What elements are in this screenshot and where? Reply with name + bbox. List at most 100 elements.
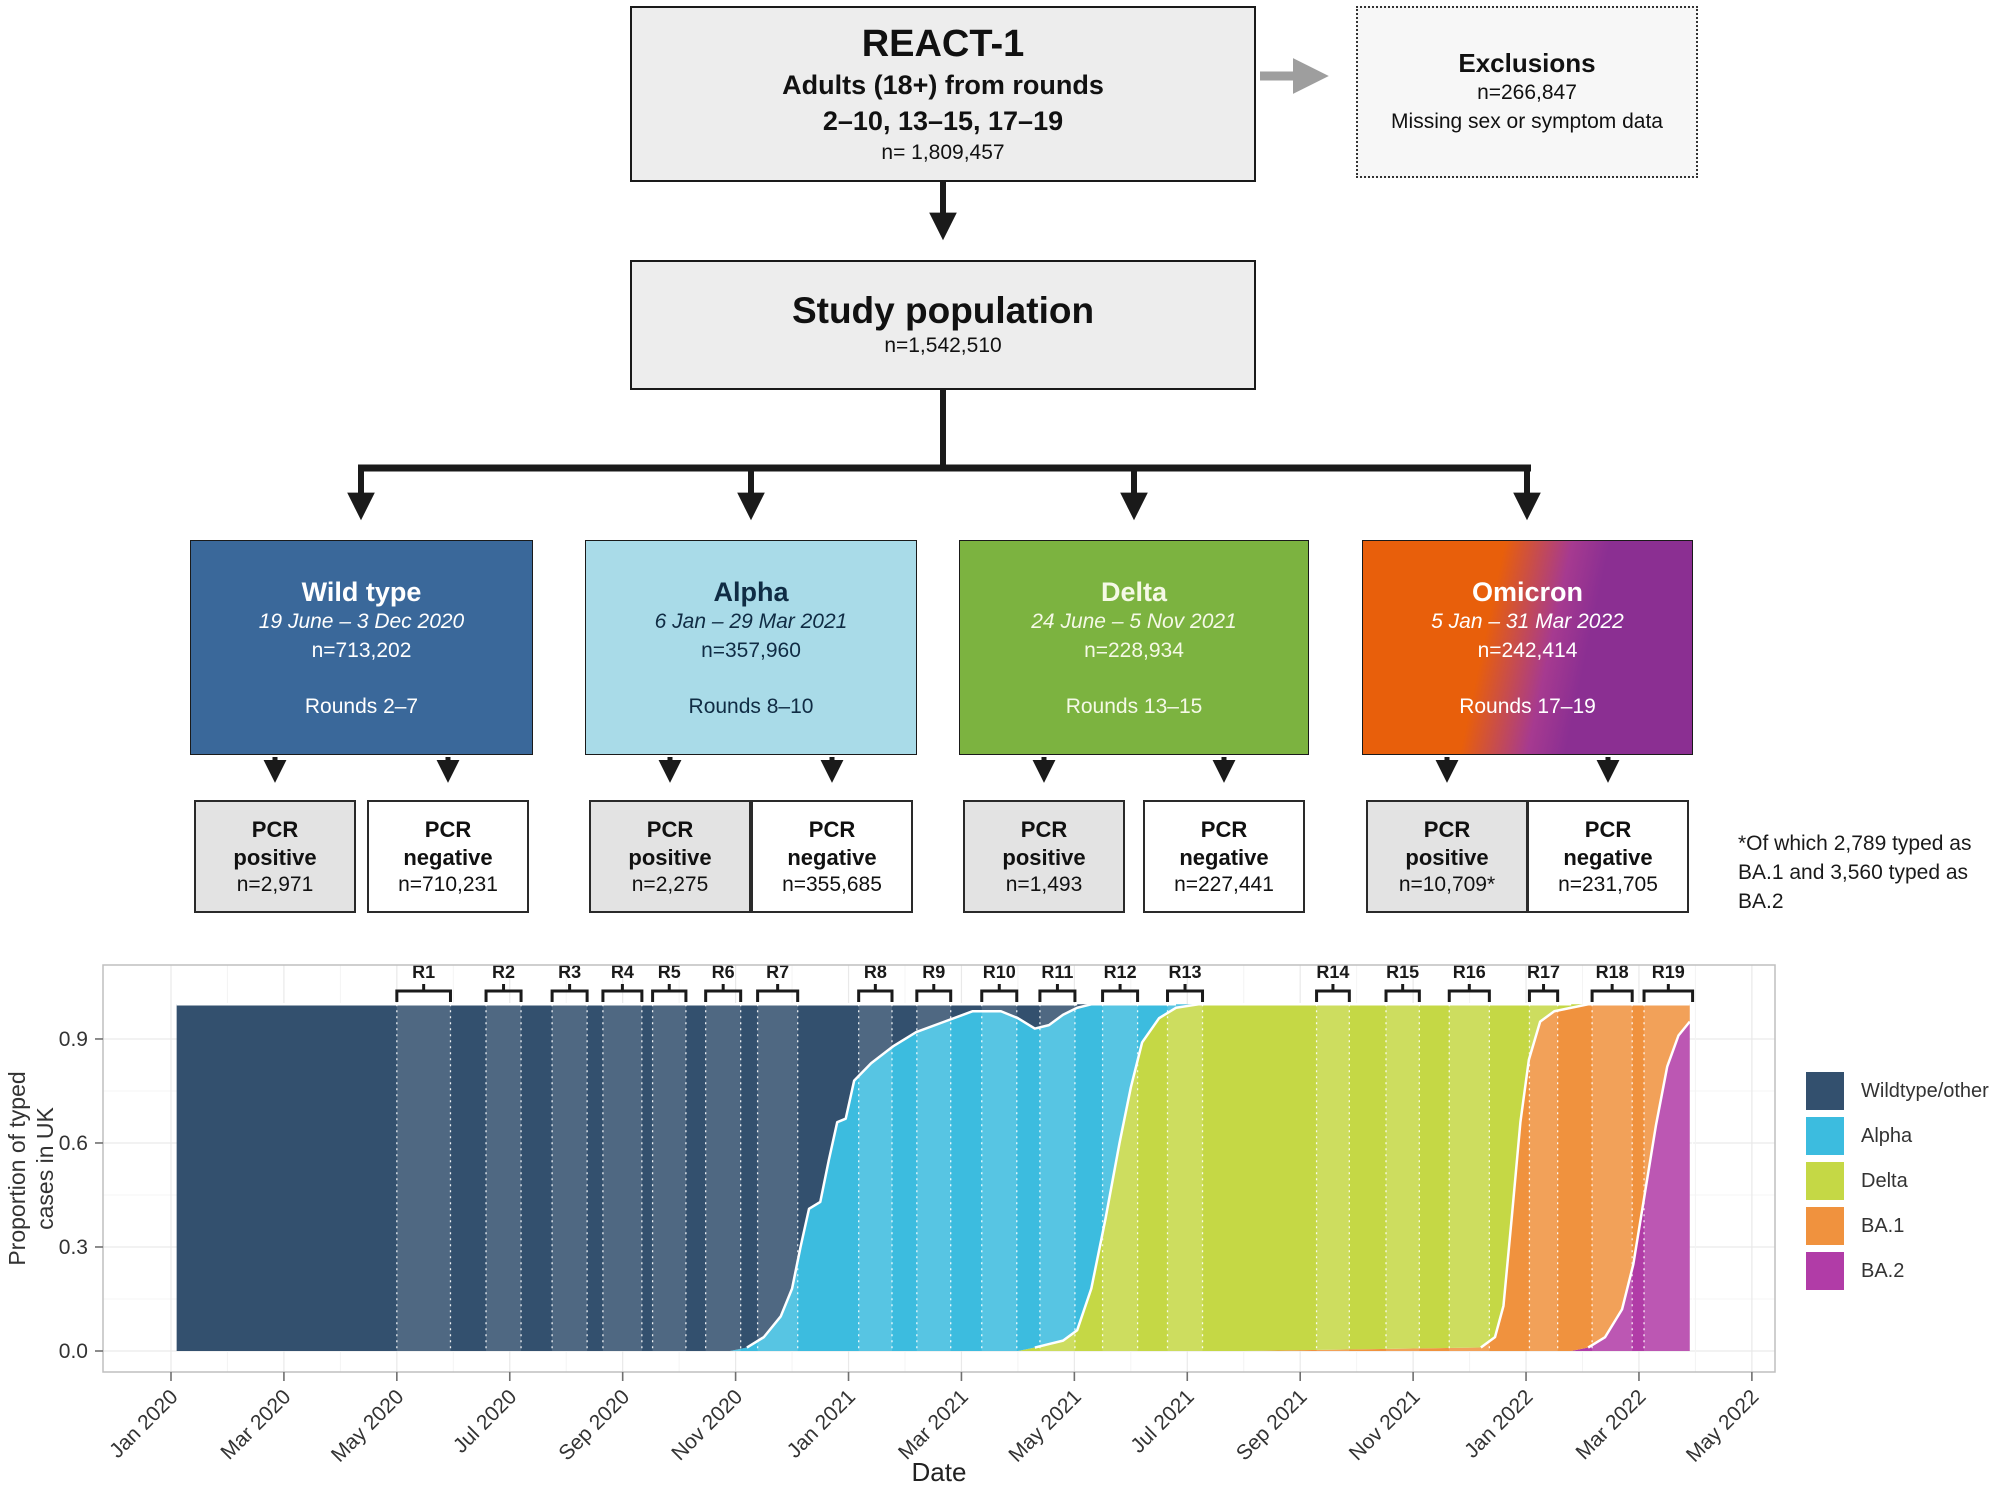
pcr-n: n=355,685 (782, 873, 882, 896)
round-label: R19 (1652, 962, 1685, 982)
legend-label: BA.2 (1861, 1259, 1905, 1282)
y-axis-title: cases in UK (32, 1106, 58, 1229)
round-label: R5 (658, 962, 681, 982)
chart-legend: Wildtype/other Alpha Delta BA.1 BA.2 (1806, 1072, 1989, 1297)
x-tick-label: May 2021 (1004, 1385, 1085, 1466)
pcr-n: n=231,705 (1558, 873, 1658, 896)
source-title: REACT-1 (861, 22, 1025, 65)
legend-label: Wildtype/other (1861, 1079, 1989, 1102)
study-population-box: Study population n=1,542,510 (630, 260, 1256, 390)
x-tick-label: May 2020 (327, 1385, 408, 1466)
variant-dates: 24 June – 5 Nov 2021 (1031, 610, 1237, 634)
y-tick-label: 0.0 (59, 1340, 88, 1363)
variant-n: n=242,414 (1477, 638, 1578, 662)
round-label: R18 (1596, 962, 1629, 982)
round-label: R11 (1041, 962, 1073, 982)
source-n: n= 1,809,457 (881, 140, 1005, 164)
study-title: Study population (791, 289, 1095, 331)
variant-rounds: Rounds 17–19 (1459, 695, 1596, 719)
pcr-label: PCR positive (628, 817, 712, 870)
study-n: n=1,542,510 (884, 333, 1002, 357)
pcr-positive-omicron: PCR positive n=10,709* (1366, 800, 1528, 913)
area-BA.1 (176, 1004, 1690, 1351)
variant-rounds: Rounds 8–10 (688, 695, 814, 719)
x-tick-label: Jul 2020 (449, 1385, 521, 1457)
variant-box-wild-type: Wild type 19 June – 3 Dec 2020 n=713,202… (190, 540, 533, 755)
legend-item: Delta (1806, 1162, 1989, 1200)
pcr-negative-delta: PCR negative n=227,441 (1143, 800, 1305, 913)
variant-share-chart: R1 R2 R3 R4 R5 R6 R7 R8 R9 R10 R11 R12 R13 R14 R15 R16 R… (4, 962, 1776, 1487)
legend-swatch-alpha (1806, 1117, 1844, 1155)
variant-n: n=713,202 (311, 638, 412, 662)
pcr-label: PCR positive (1405, 817, 1489, 870)
y-tick-label: 0.6 (59, 1132, 88, 1155)
legend-swatch-ba1 (1806, 1207, 1844, 1245)
legend-swatch-ba2 (1806, 1252, 1844, 1290)
variant-title: Omicron (1471, 576, 1584, 607)
round-label: R4 (611, 962, 634, 982)
round-label: R14 (1316, 962, 1349, 982)
pcr-n: n=10,709* (1398, 873, 1496, 896)
x-axis-title: Date (912, 1457, 967, 1487)
round-label: R17 (1527, 962, 1560, 982)
exclusions-detail: Missing sex or symptom data (1391, 109, 1663, 133)
pcr-label: PCR negative (403, 817, 493, 870)
legend-label: Alpha (1861, 1124, 1913, 1147)
legend-item: Alpha (1806, 1117, 1989, 1155)
x-tick-label: May 2022 (1682, 1385, 1763, 1466)
ba-typing-footnote: *Of which 2,789 typed as BA.1 and 3,560 … (1738, 832, 1972, 913)
legend-label: BA.1 (1861, 1214, 1905, 1237)
round-label: R10 (983, 962, 1016, 982)
round-label: R6 (712, 962, 735, 982)
pcr-positive-alpha: PCR positive n=2,275 (589, 800, 751, 913)
chart-area-layers (176, 1004, 1690, 1351)
y-tick-label: 0.9 (59, 1028, 88, 1051)
x-tick-label: Jul 2021 (1126, 1385, 1198, 1457)
round-label: R13 (1169, 962, 1202, 982)
x-tick-label: Jan 2020 (105, 1385, 182, 1462)
area-Alpha (176, 1004, 1690, 1351)
variant-box-omicron: Omicron 5 Jan – 31 Mar 2022 n=242,414 Ro… (1362, 540, 1693, 755)
source-line2: 2–10, 13–15, 17–19 (822, 105, 1064, 136)
pcr-positive-delta: PCR positive n=1,493 (963, 800, 1125, 913)
variant-dates: 6 Jan – 29 Mar 2021 (654, 610, 848, 634)
pcr-negative-wild-type: PCR negative n=710,231 (367, 800, 529, 913)
pcr-n: n=710,231 (398, 873, 498, 896)
variant-box-delta: Delta 24 June – 5 Nov 2021 n=228,934 Rou… (959, 540, 1309, 755)
variant-box-alpha: Alpha 6 Jan – 29 Mar 2021 n=357,960 Roun… (585, 540, 917, 755)
x-tick-label: Sep 2021 (1232, 1385, 1312, 1465)
variant-title: Alpha (713, 576, 789, 607)
x-tick-label: Jan 2022 (1460, 1385, 1537, 1462)
y-tick-label: 0.3 (59, 1236, 88, 1259)
variant-rounds: Rounds 13–15 (1065, 695, 1203, 719)
variant-n: n=357,960 (701, 638, 801, 662)
pcr-n: n=227,441 (1174, 873, 1274, 896)
exclusions-box: Exclusions n=266,847 Missing sex or symp… (1356, 6, 1698, 178)
variant-title: Wild type (301, 576, 422, 607)
flow-connectors (263, 58, 1620, 783)
round-label: R2 (492, 962, 515, 982)
legend-item: Wildtype/other (1806, 1072, 1989, 1110)
x-tick-label: Mar 2020 (216, 1385, 295, 1464)
chart-boundary-strokes (176, 1003, 1691, 1349)
exclusions-n: n=266,847 (1477, 81, 1577, 105)
legend-swatch-delta (1806, 1162, 1844, 1200)
legend-item: BA.2 (1806, 1252, 1989, 1290)
pcr-label: PCR positive (1002, 817, 1086, 870)
source-box: REACT-1 Adults (18+) from rounds 2–10, 1… (630, 6, 1256, 182)
pcr-label: PCR negative (1563, 817, 1653, 870)
y-axis-title: Proportion of typed (4, 1071, 30, 1265)
variant-n: n=228,934 (1084, 638, 1184, 662)
pcr-positive-wild-type: PCR positive n=2,971 (194, 800, 356, 913)
pcr-n: n=1,493 (1005, 873, 1083, 896)
round-label: R3 (558, 962, 581, 982)
pcr-negative-omicron: PCR negative n=231,705 (1527, 800, 1689, 913)
source-line1: Adults (18+) from rounds (782, 70, 1104, 101)
area-Wildtype/other (176, 1004, 1690, 1351)
round-label: R15 (1386, 962, 1419, 982)
round-label: R12 (1104, 962, 1137, 982)
pcr-label: PCR negative (1179, 817, 1269, 870)
round-label: R1 (412, 962, 435, 982)
